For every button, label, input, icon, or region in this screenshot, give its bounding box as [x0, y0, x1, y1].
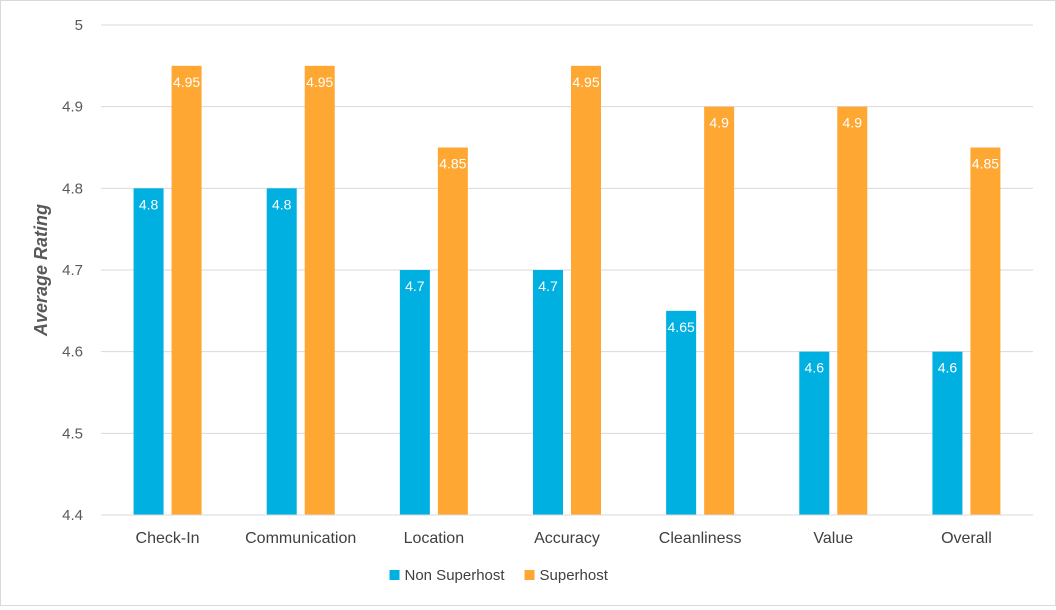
- bar-non-superhost: [266, 188, 297, 516]
- x-tick-label: Value: [813, 530, 853, 547]
- bar-superhost: [571, 65, 601, 515]
- y-tick-label: 4.7: [62, 262, 83, 279]
- x-tick-label: Check-In: [136, 530, 200, 547]
- legend-label: Non Superhost: [405, 567, 506, 584]
- y-tick-label: 4.6: [62, 344, 83, 361]
- data-label: 4.8: [272, 196, 292, 212]
- data-label: 4.9: [843, 115, 863, 131]
- y-tick-label: 4.9: [62, 99, 83, 116]
- y-tick-label: 4.4: [62, 507, 83, 524]
- data-label: 4.7: [538, 278, 558, 294]
- bar-superhost: [970, 147, 1001, 515]
- x-tick-label: Overall: [941, 530, 992, 547]
- bar-non-superhost: [399, 270, 430, 515]
- bar-non-superhost: [932, 351, 963, 515]
- bar-non-superhost: [666, 310, 697, 515]
- data-label: 4.95: [572, 74, 599, 90]
- bar-superhost: [304, 65, 335, 515]
- bar-superhost: [837, 106, 868, 516]
- y-tick-label: 4.8: [62, 180, 83, 197]
- bar-non-superhost: [799, 351, 830, 515]
- x-tick-label: Cleanliness: [659, 530, 742, 547]
- y-axis-label: Average Rating: [31, 204, 51, 337]
- x-tick-label: Communication: [245, 530, 356, 547]
- bar-non-superhost: [533, 270, 563, 515]
- y-axis-ticks: 4.4 4.5 4.6 4.7 4.8 4.9 5: [62, 17, 83, 524]
- legend-label: Superhost: [540, 567, 609, 584]
- x-tick-label: Location: [404, 530, 465, 547]
- data-label: 4.95: [306, 74, 333, 90]
- data-label: 4.95: [173, 74, 200, 90]
- gridlines: [101, 24, 1033, 434]
- data-label: 4.85: [972, 156, 999, 172]
- bars: [133, 65, 1001, 516]
- legend-swatch: [524, 570, 535, 580]
- data-label: 4.65: [668, 319, 695, 335]
- x-axis-ticks: Check-In Communication Location Accuracy Cle…: [136, 530, 992, 547]
- legend-swatch: [389, 570, 400, 580]
- data-label: 4.8: [139, 196, 159, 212]
- y-tick-label: 5: [75, 17, 83, 34]
- y-tick-label: 4.5: [62, 425, 83, 442]
- bar-superhost: [171, 65, 202, 515]
- bar-superhost: [437, 147, 468, 515]
- data-label: 4.85: [439, 156, 466, 172]
- data-label: 4.6: [805, 360, 825, 376]
- data-label: 4.9: [709, 115, 729, 131]
- x-tick-label: Accuracy: [534, 530, 600, 547]
- data-label: 4.7: [405, 278, 425, 294]
- bar-superhost: [704, 106, 735, 516]
- data-labels: 4.8 4.95 4.8 4.95 4.7 4.85 4.7 4.95 4.65 4.9 4.6 4.…: [139, 74, 999, 376]
- data-label: 4.6: [938, 360, 958, 376]
- bar-non-superhost: [133, 188, 164, 516]
- legend: Non Superhost Superhost: [389, 567, 609, 584]
